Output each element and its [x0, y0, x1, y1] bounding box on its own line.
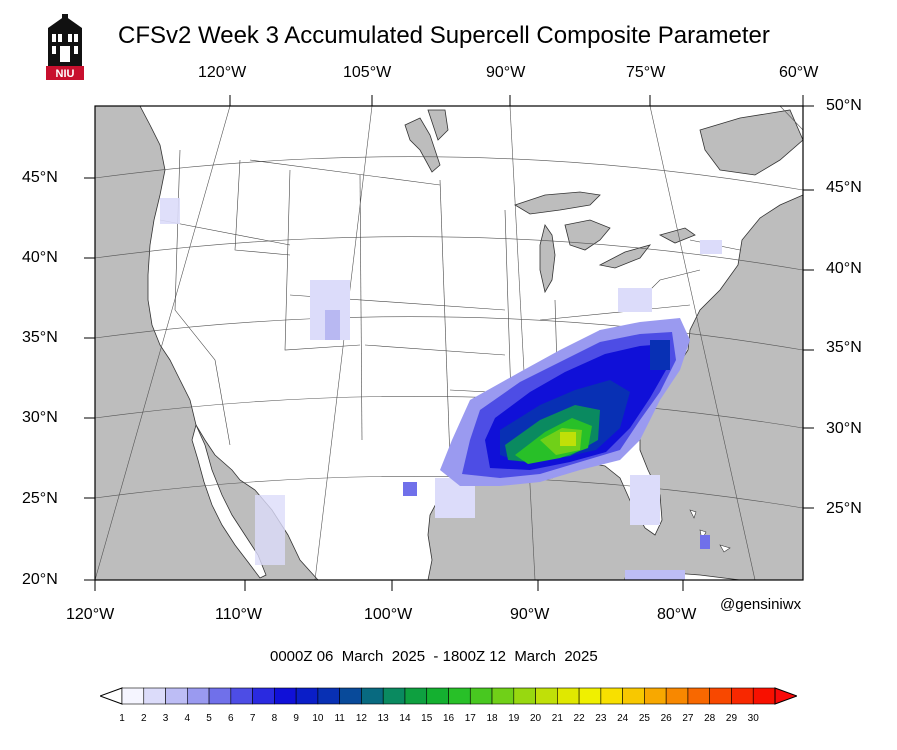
colorbar-tick-label: 8 [271, 713, 278, 724]
top-lon-label: 120°W [198, 64, 247, 81]
niu-logo: NIU [46, 14, 84, 80]
left-lat-label: 35°N [22, 329, 58, 346]
colorbar-swatch [208, 687, 232, 705]
great-lakes [514, 191, 696, 294]
colorbar-swatch [752, 687, 776, 705]
colorbar-tick-label: 25 [638, 713, 650, 724]
map-frame [94, 105, 804, 581]
left-lat-label: 20°N [22, 571, 58, 588]
bottom-lon-label: 100°W [364, 606, 413, 623]
graticule [94, 105, 804, 581]
colorbar-tick-label: 12 [355, 713, 367, 724]
colorbar-tick-label: 17 [464, 713, 476, 724]
colorbar-swatch [230, 687, 253, 705]
colorbar-tick-label: 14 [399, 713, 411, 724]
map-title: CFSv2 Week 3 Accumulated Supercell Compo… [118, 22, 770, 49]
colorbar-swatch [491, 687, 515, 705]
colorbar-tick-label: 24 [617, 713, 629, 724]
colorbar-tick-label: 3 [162, 713, 169, 724]
left-lat-label: 40°N [22, 249, 58, 266]
colorbar-tick-label: 26 [660, 713, 672, 724]
bottom-lon-label: 110°W [215, 606, 263, 623]
colorbar-swatch [469, 687, 493, 705]
colorbar-tick-label: 29 [725, 713, 738, 724]
colorbar-swatch [143, 687, 166, 705]
colorbar-swatch [382, 687, 406, 705]
colorbar-tick-label: 5 [206, 713, 212, 724]
right-lat-label: 30°N [826, 420, 862, 437]
colorbar-tick-label: 23 [595, 713, 607, 724]
colorbar-tick-label: 27 [682, 713, 694, 724]
colorbar-tick-label: 11 [334, 713, 345, 724]
colorbar-tick-label: 7 [249, 713, 256, 724]
colorbar-swatch [709, 687, 732, 705]
map-canvas [84, 95, 814, 591]
colorbar-tick-label: 18 [486, 713, 498, 724]
bottom-lon-label: 90°W [510, 606, 550, 623]
left-lat-label: 30°N [22, 409, 58, 426]
colorbar-tick-label: 20 [530, 713, 542, 724]
colorbar-swatch [687, 687, 711, 705]
colorbar-swatch [665, 687, 689, 705]
colorbar-swatch [600, 687, 623, 705]
colorbar-swatch [165, 687, 188, 705]
colorbar-swatch [274, 687, 297, 705]
colorbar-swatch [121, 687, 145, 705]
colorbar-swatch [317, 687, 340, 705]
colorbar-tick-label: 9 [293, 713, 299, 724]
colorbar-tick-label: 19 [508, 713, 520, 724]
credit-handle: @gensiniwx [720, 596, 802, 613]
colorbar-tick-label: 22 [573, 713, 585, 724]
right-lat-label: 45°N [826, 179, 862, 196]
colorbar-over-arrow [774, 687, 797, 705]
colorbar-swatch [513, 687, 536, 705]
colorbar-swatch [557, 687, 580, 705]
colorbar-tick-label: 13 [377, 713, 389, 724]
right-lat-label: 40°N [826, 260, 862, 277]
niu-tower-logo-icon: NIU [46, 14, 84, 80]
colorbar-swatch [404, 687, 428, 705]
bottom-lon-label: 80°W [657, 606, 697, 623]
colorbar-swatch [578, 687, 602, 705]
colorbar-swatch [252, 687, 275, 705]
colorbar-tick-label: 16 [442, 713, 455, 724]
canadian-lakes [404, 109, 804, 176]
colorbar-tick-label: 4 [184, 713, 191, 724]
colorbar-swatch [535, 687, 558, 705]
colorbar-swatch [295, 687, 319, 705]
bottom-lon-label: 120°W [66, 606, 115, 623]
colorbar-tick-label: 15 [421, 713, 433, 724]
right-lat-label: 25°N [826, 500, 862, 517]
left-lat-label: 25°N [22, 490, 58, 507]
colorbar-swatch [731, 687, 754, 705]
colorbar-tick-label: 28 [704, 713, 716, 724]
colorbar-tick-label: 1 [119, 713, 125, 724]
colorbar-tick-label: 2 [140, 713, 147, 724]
top-lon-label: 75°W [626, 64, 666, 81]
baja-peninsula [191, 423, 267, 579]
colorbar-swatch [622, 687, 645, 705]
colorbar-tick-label: 30 [747, 713, 759, 724]
colorbar-swatch [339, 687, 362, 705]
right-lat-label: 35°N [826, 339, 862, 356]
colorbar-swatch [361, 687, 384, 705]
left-lat-label: 45°N [22, 169, 58, 186]
top-lon-label: 105°W [343, 64, 392, 81]
colorbar-swatch [448, 687, 471, 705]
date-range: 0000Z 06 March 2025 - 1800Z 12 March 202… [270, 648, 598, 665]
scp-field [160, 198, 722, 580]
colorbar-under-arrow [100, 687, 123, 705]
top-lon-label: 60°W [779, 64, 819, 81]
colorbar-tick-label: 21 [551, 713, 563, 724]
colorbar-tick-label: 10 [312, 713, 324, 724]
colorbar-swatch [187, 687, 210, 705]
top-lon-label: 90°W [486, 64, 526, 81]
colorbar-tick-label: 6 [228, 713, 234, 724]
logo-text: NIU [56, 68, 75, 80]
right-lat-label: 50°N [826, 97, 862, 114]
colorbar-swatch [426, 687, 449, 705]
axis-ticks [84, 95, 814, 591]
colorbar [100, 687, 797, 705]
colorbar-swatch [644, 687, 667, 705]
